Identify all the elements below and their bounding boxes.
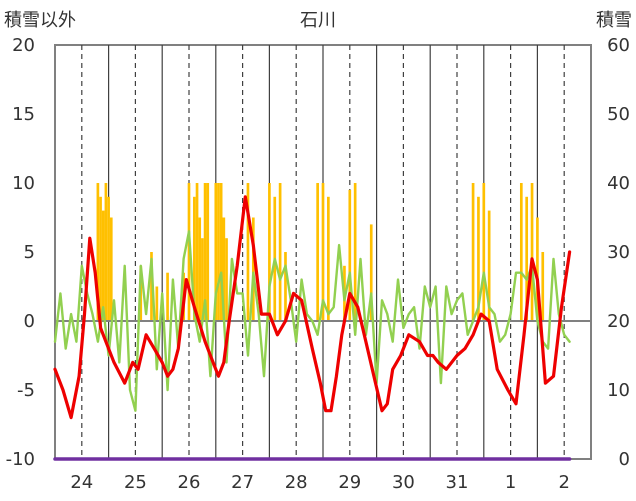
right-tick-label: 20 (607, 311, 630, 332)
left-tick-label: 20 (12, 35, 35, 56)
x-tick-label: 27 (231, 472, 254, 493)
x-tick-label: 26 (178, 472, 201, 493)
left-tick-label: -10 (6, 449, 35, 470)
snow-bar (222, 217, 226, 321)
right-tick-label: 30 (607, 242, 630, 263)
left-axis-label: 積雪以外 (4, 10, 76, 31)
right-tick-label: 40 (607, 173, 630, 194)
snow-bar (327, 196, 330, 321)
snow-bar (246, 183, 250, 321)
snow-bar (477, 196, 480, 321)
snow-bar (251, 217, 255, 321)
x-tick-label: 28 (285, 472, 308, 493)
snow-bar (107, 196, 110, 321)
snow-bar (206, 183, 210, 321)
snow-bar (348, 189, 352, 321)
snow-bar (519, 183, 523, 321)
series-lines (53, 195, 572, 461)
snow-bar (530, 183, 534, 321)
right-tick-label: 0 (619, 449, 630, 470)
series-line (53, 195, 572, 420)
x-tick-label: 29 (338, 472, 361, 493)
snow-bar (101, 210, 105, 321)
snow-bar (201, 238, 204, 321)
x-axis-ticks: 24 25 26 27 28 29 30 31 1 2 (70, 472, 570, 493)
snow-bar (155, 286, 159, 321)
left-tick-label: 5 (24, 242, 35, 263)
snow-bar (353, 183, 357, 321)
snow-bar (284, 252, 287, 321)
right-tick-label: 50 (607, 104, 630, 125)
x-tick-label: 31 (446, 472, 469, 493)
snow-bar (482, 183, 486, 321)
right-axis-ticks: 60 50 40 30 20 10 0 (607, 35, 630, 470)
snow-bar (541, 252, 545, 321)
x-tick-label: 24 (70, 472, 93, 493)
snow-bar (198, 217, 202, 321)
snow-bar (321, 183, 325, 321)
snow-bar (99, 196, 102, 321)
x-tick-label: 25 (124, 472, 147, 493)
snow-bar (193, 196, 196, 321)
snow-bar (316, 183, 319, 321)
snow-bar (195, 183, 199, 321)
snow-bar (96, 183, 100, 321)
snow-bar (268, 183, 271, 321)
snow-bar (203, 183, 207, 321)
snow-bar (536, 217, 539, 321)
series-line (53, 230, 571, 412)
snow-bar (369, 224, 373, 321)
snow-bars (96, 183, 545, 321)
snow-bar (214, 183, 218, 321)
snow-bar (278, 183, 282, 321)
x-tick-label: 30 (392, 472, 415, 493)
left-tick-label: 10 (12, 173, 35, 194)
right-axis-label: 積雪 (596, 10, 632, 31)
left-tick-label: 0 (24, 311, 35, 332)
right-tick-label: 60 (607, 35, 630, 56)
snow-bar (150, 252, 153, 321)
snow-bar (217, 183, 220, 321)
left-tick-label: 15 (12, 104, 35, 125)
snow-bar (109, 217, 113, 321)
snow-bar (471, 183, 475, 321)
snow-bar (187, 183, 191, 321)
snow-bar (104, 183, 108, 321)
left-tick-label: -5 (17, 380, 35, 401)
right-tick-label: 10 (607, 380, 630, 401)
snow-bar (525, 196, 529, 321)
x-tick-label: 1 (505, 472, 516, 493)
x-tick-label: 2 (558, 472, 569, 493)
snow-bar (487, 210, 491, 321)
snow-bar (225, 238, 228, 321)
snow-bar (166, 272, 169, 321)
chart-title: 石川 (300, 10, 336, 31)
snow-bar (219, 183, 223, 321)
left-axis-ticks: 20 15 10 5 0 -5 -10 (6, 35, 35, 470)
